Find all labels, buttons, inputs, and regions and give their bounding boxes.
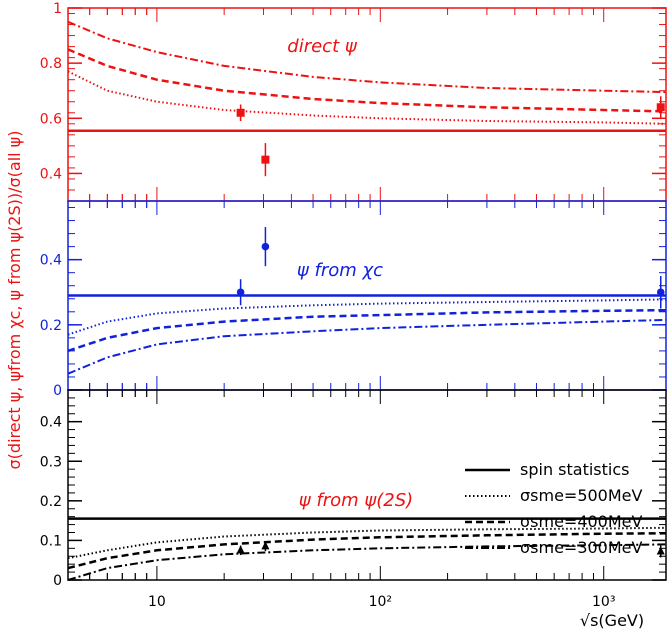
legend-label-dashed: σsme=400MeV bbox=[520, 512, 643, 531]
plot-lines bbox=[67, 20, 667, 581]
ytick-label-direct-1: 0.6 bbox=[40, 111, 62, 127]
ytick-label-psi2s-3: 0.3 bbox=[40, 454, 62, 470]
point-psi2s-1 bbox=[261, 541, 270, 550]
ytick-label-psi2s-4: 0.4 bbox=[40, 415, 62, 431]
ytick-label-direct-3: 1 bbox=[53, 1, 62, 17]
legend-label-solid: spin statistics bbox=[520, 460, 629, 479]
series-psi2s-dashed bbox=[67, 532, 667, 570]
point-chi-0 bbox=[236, 288, 245, 297]
series-direct-dotted bbox=[67, 70, 667, 125]
point-direct-0 bbox=[236, 108, 245, 117]
xtick-label-1: 10² bbox=[369, 594, 392, 610]
ytick-label-psi2s-1: 0.1 bbox=[40, 533, 62, 549]
panel-label-direct: direct ψ bbox=[287, 36, 358, 57]
series-psi2s-dotted bbox=[67, 526, 667, 560]
ytick-label-psi2s-2: 0.2 bbox=[40, 494, 62, 510]
ytick-label-direct-2: 0.8 bbox=[40, 56, 62, 72]
panel-frame-direct bbox=[67, 7, 667, 202]
panel-label-chi: ψ from χc bbox=[297, 260, 383, 281]
xtick-label-0: 10 bbox=[148, 594, 166, 610]
series-psi2s-dashdot bbox=[67, 543, 667, 581]
x-axis-label: √s(GeV) bbox=[580, 611, 644, 630]
point-direct-2 bbox=[656, 103, 665, 112]
xtick-label-2: 10³ bbox=[592, 594, 615, 610]
y-axis-label: σ(direct ψ, ψfrom χc, ψ from ψ(2S))/σ(al… bbox=[5, 131, 24, 470]
legend-label-dashdot: σsme=300MeV bbox=[520, 538, 643, 557]
ytick-label-chi-1: 0.2 bbox=[40, 318, 62, 334]
point-chi-2 bbox=[656, 288, 665, 297]
ytick-label-direct-0: 0.4 bbox=[40, 166, 62, 182]
ytick-label-chi-2: 0.4 bbox=[40, 253, 62, 269]
point-psi2s-0 bbox=[236, 545, 245, 554]
point-chi-1 bbox=[261, 242, 270, 251]
series-direct-dashed bbox=[67, 48, 667, 113]
point-psi2s-2 bbox=[656, 546, 665, 555]
point-direct-1 bbox=[261, 155, 270, 164]
ytick-label-psi2s-0: 0 bbox=[53, 573, 62, 589]
series-chi-dashed bbox=[67, 308, 667, 353]
ytick-label-chi-0: 0 bbox=[53, 383, 62, 399]
series-direct-dashdot bbox=[67, 20, 667, 94]
series-chi-dotted bbox=[67, 298, 667, 336]
legend: spin statistics σsme=500MeV σsme=400MeV … bbox=[465, 460, 643, 557]
plot-points bbox=[236, 96, 665, 558]
legend-label-dotted: σsme=500MeV bbox=[520, 486, 643, 505]
panel-label-psi2s: ψ from ψ(2S) bbox=[299, 490, 413, 511]
series-chi-dashdot bbox=[67, 318, 667, 375]
